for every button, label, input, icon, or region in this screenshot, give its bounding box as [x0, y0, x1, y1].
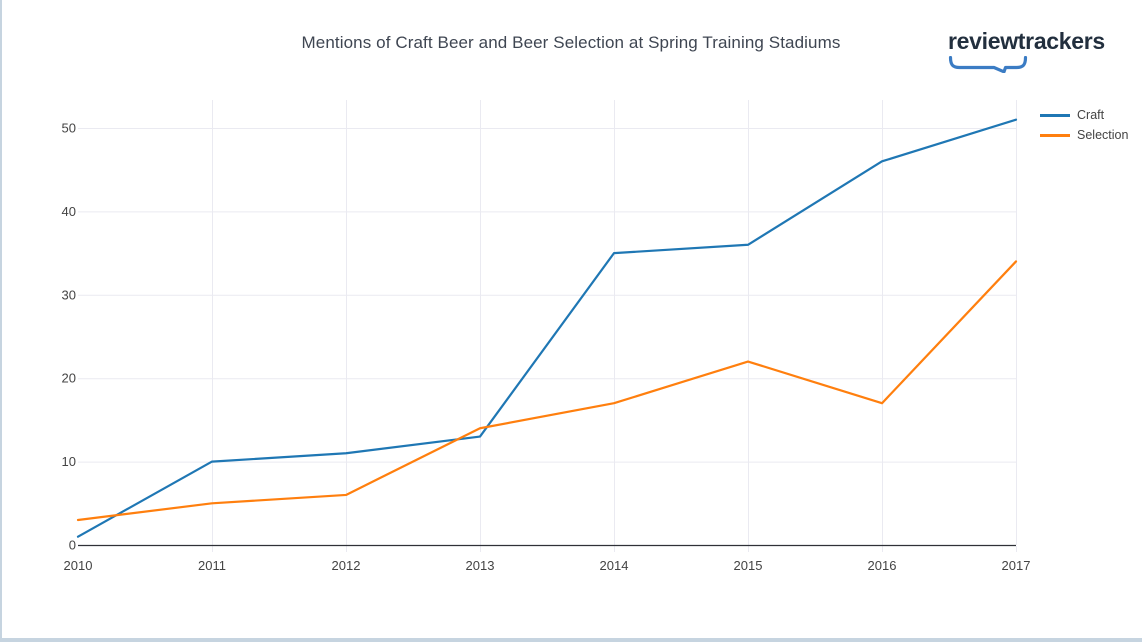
x-tick-label: 2013	[466, 558, 495, 573]
y-tick-label: 50	[62, 121, 76, 136]
x-tick-label: 2016	[868, 558, 897, 573]
x-tick-label: 2011	[198, 558, 226, 573]
y-tick-label: 10	[62, 454, 76, 469]
x-tick-label: 2010	[64, 558, 93, 573]
legend-label: Selection	[1077, 128, 1129, 142]
brand-logo-text: reviewtrackers	[948, 28, 1105, 54]
series-line-craft[interactable]	[76, 118, 1018, 538]
legend-item-craft[interactable]: Craft	[1040, 105, 1128, 125]
chart-title: Mentions of Craft Beer and Beer Selectio…	[301, 33, 841, 52]
speech-bubble-swoosh-icon	[948, 56, 1028, 73]
x-tick-label: 2012	[332, 558, 361, 573]
brand-logo: reviewtrackers	[948, 28, 1108, 73]
y-tick-label: 30	[62, 287, 76, 302]
y-tick-label: 20	[62, 371, 76, 386]
legend-line-swatch	[1040, 113, 1070, 117]
y-tick-label: 40	[62, 204, 76, 219]
x-tick-label: 2015	[734, 558, 763, 573]
series-line-selection[interactable]	[76, 260, 1018, 522]
y-tick-label: 0	[69, 538, 76, 553]
x-tick-label: 2014	[600, 558, 629, 573]
x-tick-label: 2017	[1002, 558, 1031, 573]
legend: Craft Selection	[1040, 105, 1128, 145]
bottom-border	[0, 638, 1142, 642]
legend-item-selection[interactable]: Selection	[1040, 125, 1128, 145]
legend-label: Craft	[1077, 108, 1105, 122]
left-border	[0, 0, 2, 642]
legend-line-swatch	[1040, 133, 1070, 137]
